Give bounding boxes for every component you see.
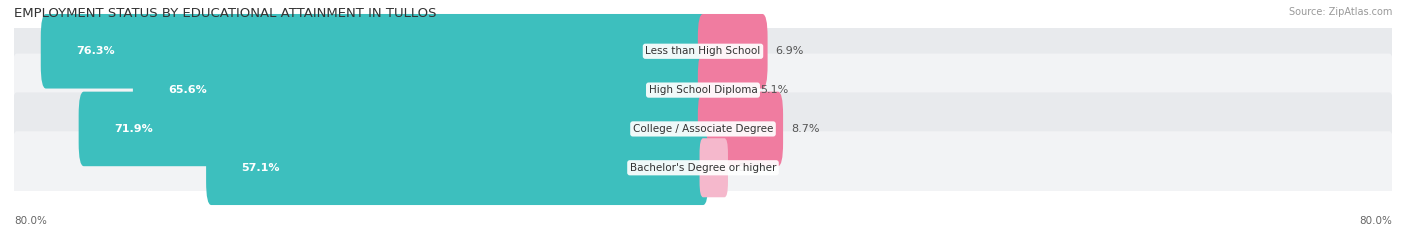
Text: 80.0%: 80.0% — [1360, 216, 1392, 226]
Text: 5.1%: 5.1% — [759, 85, 789, 95]
Text: 76.3%: 76.3% — [76, 46, 115, 56]
FancyBboxPatch shape — [13, 131, 1393, 204]
FancyBboxPatch shape — [134, 53, 709, 127]
Text: 65.6%: 65.6% — [169, 85, 207, 95]
FancyBboxPatch shape — [13, 15, 1393, 88]
FancyBboxPatch shape — [13, 54, 1393, 127]
Text: 0.0%: 0.0% — [738, 163, 766, 173]
FancyBboxPatch shape — [13, 93, 1393, 165]
FancyBboxPatch shape — [79, 92, 709, 166]
Text: College / Associate Degree: College / Associate Degree — [633, 124, 773, 134]
FancyBboxPatch shape — [207, 130, 709, 205]
Text: 80.0%: 80.0% — [14, 216, 46, 226]
FancyBboxPatch shape — [697, 53, 752, 127]
Text: 71.9%: 71.9% — [114, 124, 153, 134]
Text: Less than High School: Less than High School — [645, 46, 761, 56]
FancyBboxPatch shape — [697, 14, 768, 89]
Text: 8.7%: 8.7% — [790, 124, 820, 134]
Text: Source: ZipAtlas.com: Source: ZipAtlas.com — [1288, 7, 1392, 17]
Text: EMPLOYMENT STATUS BY EDUCATIONAL ATTAINMENT IN TULLOS: EMPLOYMENT STATUS BY EDUCATIONAL ATTAINM… — [14, 7, 436, 20]
FancyBboxPatch shape — [41, 14, 709, 89]
Text: High School Diploma: High School Diploma — [648, 85, 758, 95]
FancyBboxPatch shape — [697, 92, 783, 166]
FancyBboxPatch shape — [700, 138, 728, 197]
Text: 6.9%: 6.9% — [775, 46, 804, 56]
Text: 57.1%: 57.1% — [242, 163, 280, 173]
Text: Bachelor's Degree or higher: Bachelor's Degree or higher — [630, 163, 776, 173]
